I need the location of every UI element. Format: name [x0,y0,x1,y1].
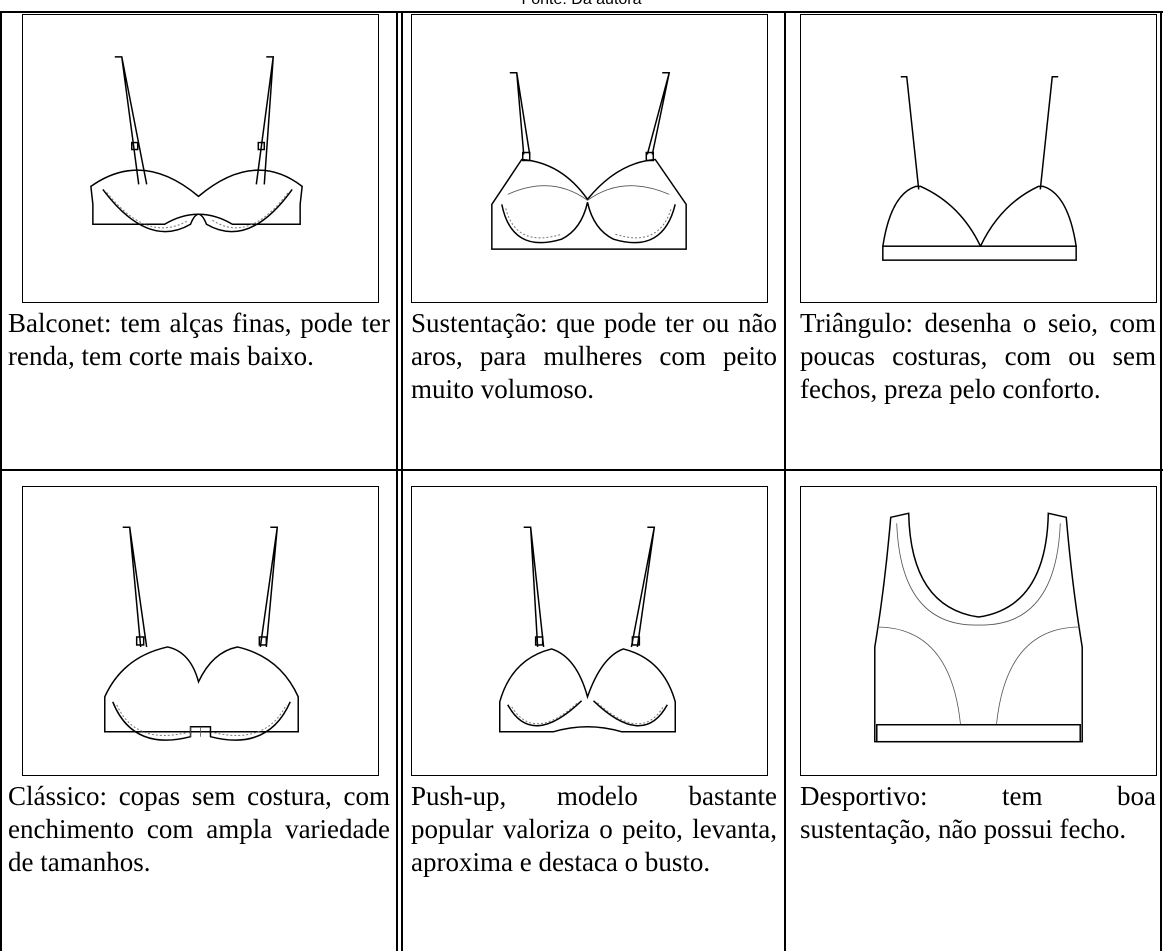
row-divider [0,469,1163,471]
cell-text: Push-up, modelo bastante popular valoriz… [411,781,777,877]
push-up-drawing [411,486,768,776]
column-divider [396,11,398,951]
cell-text: Sustentação: que pode ter ou não aros, p… [411,308,777,404]
cell-text: Clássico: copas sem costura, com enchime… [8,781,390,877]
table-border [1160,11,1162,951]
cell-text: Balconet: tem alças finas, pode ter rend… [8,308,390,371]
cell-text: Desportivo: tem boa sustentação, não pos… [800,781,1156,844]
table-border [0,11,1163,13]
sustentacao-drawing [411,14,768,303]
triangulo-drawing [800,14,1157,303]
desportivo-drawing [800,486,1157,776]
column-divider [784,11,786,951]
cell-text: Triângulo: desenha o seio, com poucas co… [800,308,1156,404]
table-border [0,11,2,951]
balconet-drawing [22,14,379,303]
column-divider [401,11,403,951]
classico-drawing [22,486,379,776]
source-caption: Fonte: Da autora [0,0,1163,9]
